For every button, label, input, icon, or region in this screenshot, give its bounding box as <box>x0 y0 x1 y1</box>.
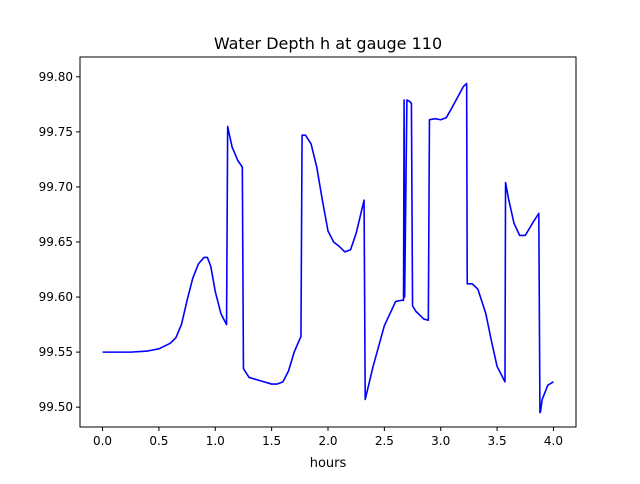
x-axis: 0.0 0.5 1.0 1.5 2.0 2.5 3.0 3.5 4.0 <box>93 427 563 448</box>
x-tick-label: 1.5 <box>262 434 281 448</box>
x-tick-label: 1.0 <box>206 434 225 448</box>
y-tick-label: 99.65 <box>39 235 73 249</box>
y-tick-label: 99.80 <box>39 70 73 84</box>
x-tick-label: 0.5 <box>149 434 168 448</box>
x-tick-label: 3.5 <box>488 434 507 448</box>
y-axis: 99.50 99.55 99.60 99.65 99.70 99.75 99.80 <box>39 70 80 414</box>
x-tick-label: 2.0 <box>318 434 337 448</box>
y-tick-label: 99.55 <box>39 345 73 359</box>
x-axis-label: hours <box>310 456 347 471</box>
y-tick-label: 99.70 <box>39 180 73 194</box>
chart-title: Water Depth h at gauge 110 <box>214 34 442 53</box>
y-tick-label: 99.50 <box>39 400 73 414</box>
x-tick-label: 2.5 <box>375 434 394 448</box>
x-tick-label: 0.0 <box>93 434 112 448</box>
plot-frame <box>79 56 577 428</box>
plot-area <box>79 56 577 428</box>
series-line-0 <box>102 82 554 414</box>
y-tick-label: 99.75 <box>39 125 73 139</box>
x-tick-label: 4.0 <box>544 434 563 448</box>
x-tick-label: 3.0 <box>431 434 450 448</box>
y-tick-label: 99.60 <box>39 290 73 304</box>
